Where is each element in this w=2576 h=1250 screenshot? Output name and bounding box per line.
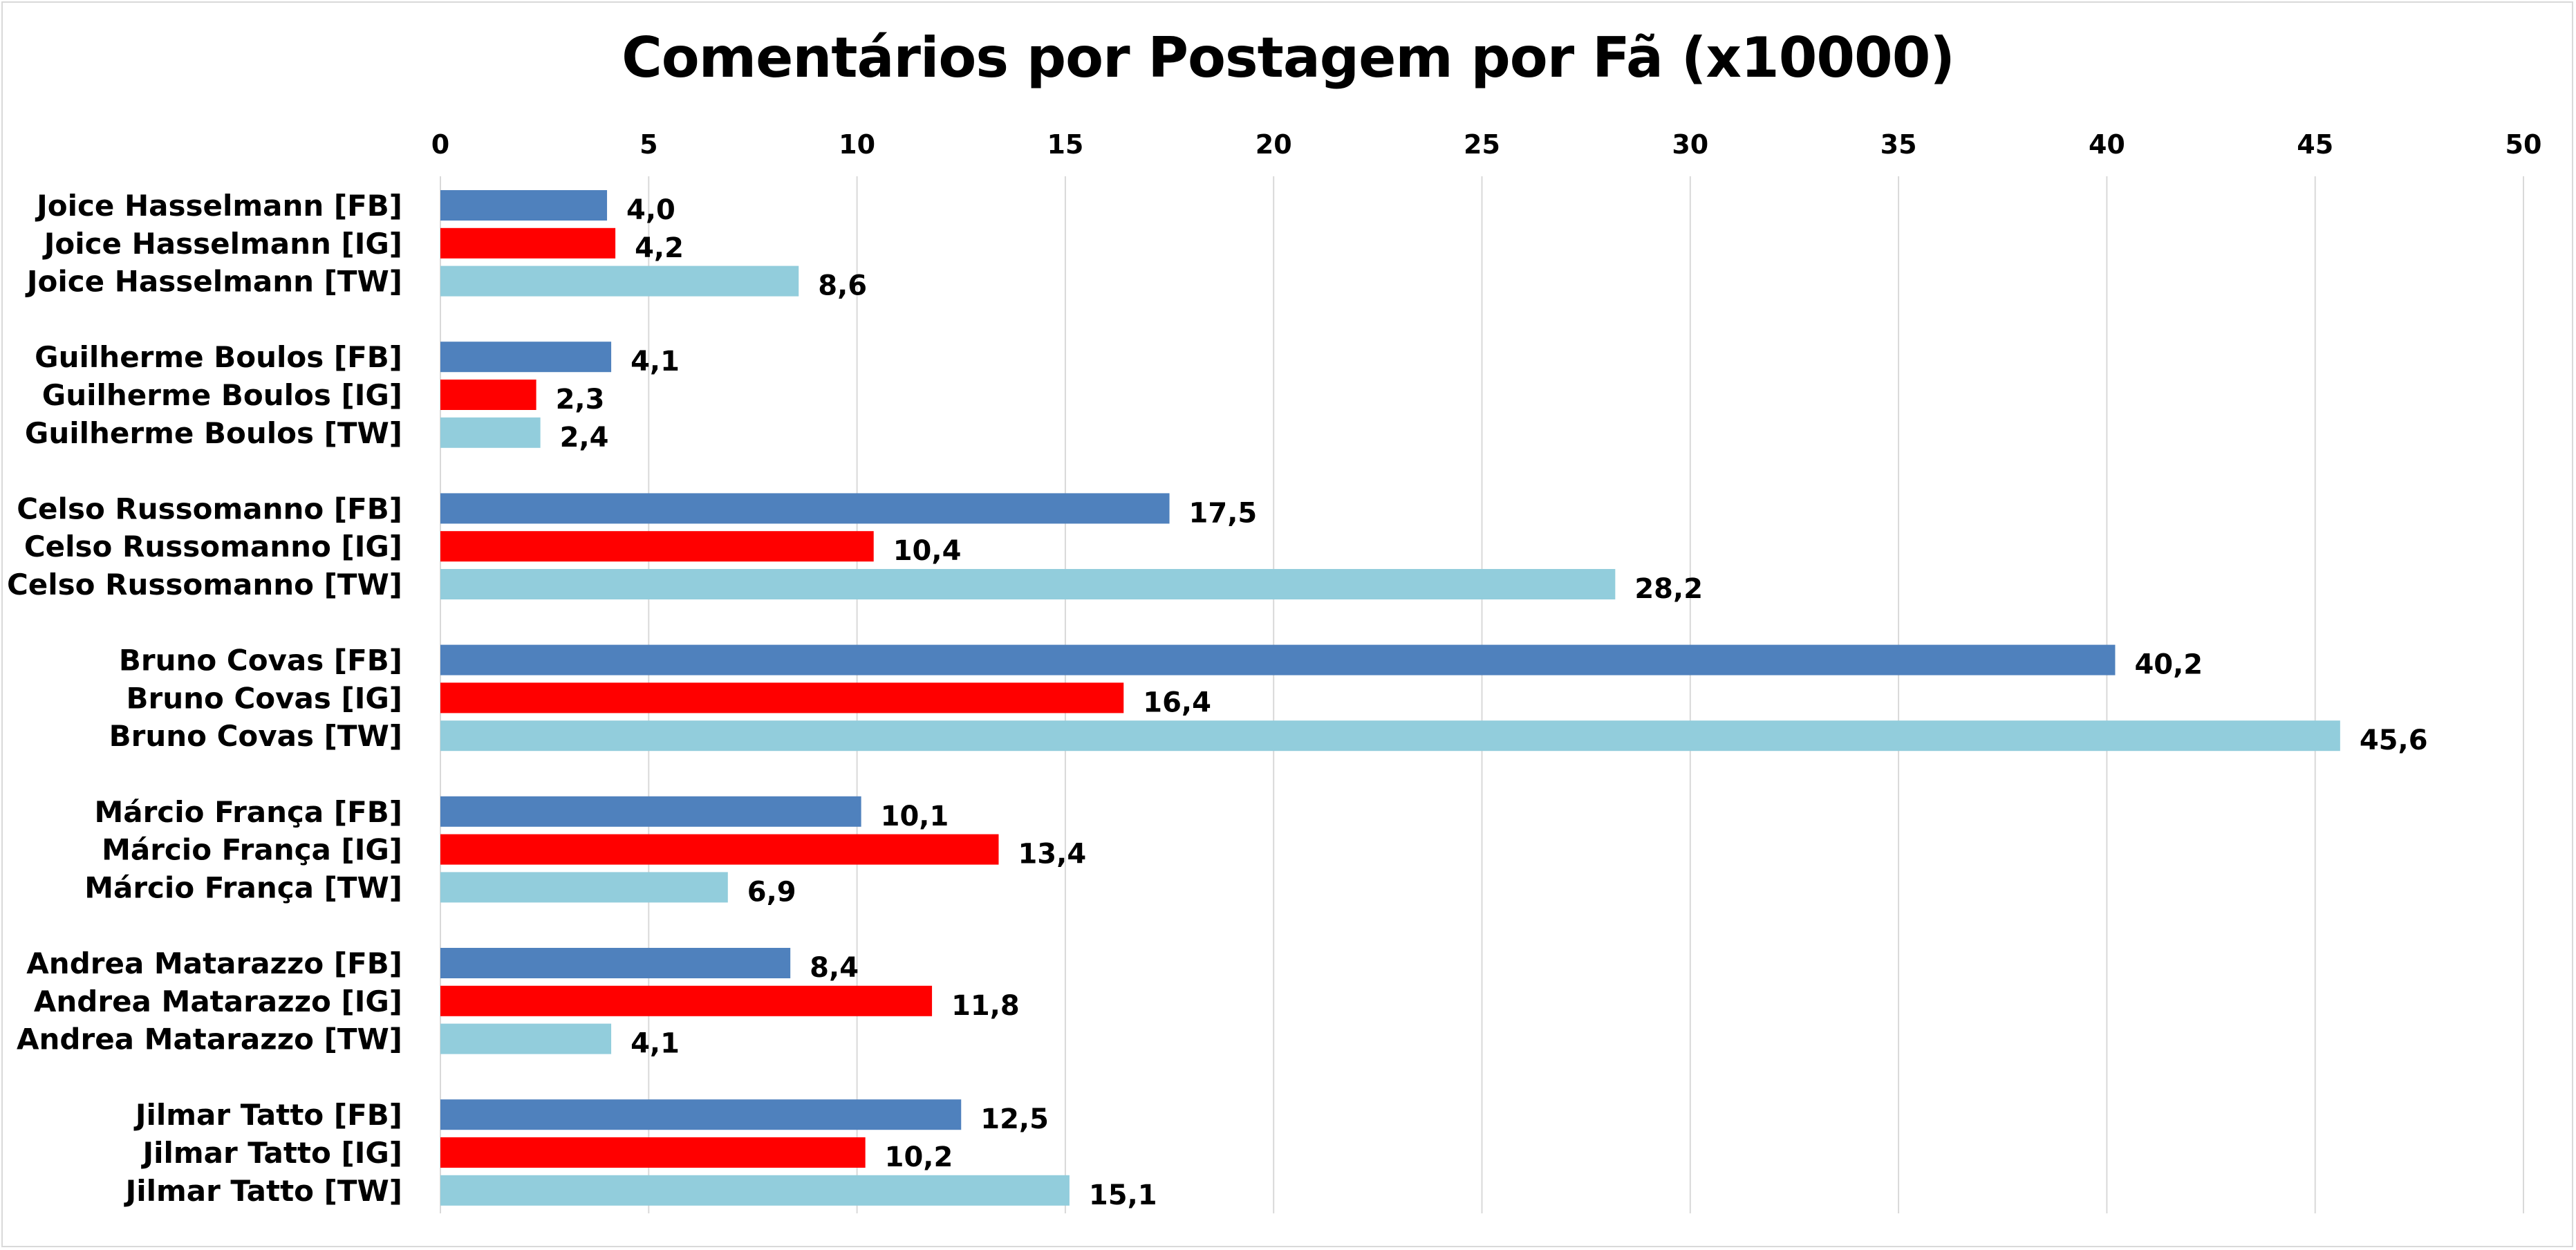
bar bbox=[440, 493, 1170, 524]
x-tick-label: 45 bbox=[2297, 129, 2333, 160]
bar bbox=[440, 872, 728, 903]
category-label: Márcio França [TW] bbox=[84, 870, 402, 904]
bar bbox=[440, 417, 541, 448]
category-label: Andrea Matarazzo [IG] bbox=[34, 985, 402, 1018]
data-label: 15,1 bbox=[1089, 1179, 1157, 1211]
bar bbox=[440, 380, 536, 410]
category-label: Andrea Matarazzo [FB] bbox=[26, 946, 402, 980]
category-label: Celso Russomanno [TW] bbox=[7, 568, 402, 601]
x-tick-label: 20 bbox=[1256, 129, 1292, 160]
chart-title: Comentários por Postagem por Fã (x10000) bbox=[622, 26, 1955, 90]
data-label: 10,4 bbox=[893, 535, 962, 567]
data-label: 4,1 bbox=[631, 346, 680, 377]
data-label: 6,9 bbox=[747, 876, 796, 908]
data-label: 2,4 bbox=[560, 422, 609, 454]
category-label: Joice Hasselmann [FB] bbox=[35, 189, 402, 223]
category-label: Jilmar Tatto [FB] bbox=[133, 1098, 402, 1132]
x-tick-label: 25 bbox=[1464, 129, 1500, 160]
x-tick-label: 5 bbox=[640, 129, 657, 160]
category-label: Andrea Matarazzo [TW] bbox=[17, 1023, 402, 1056]
data-label: 4,1 bbox=[631, 1028, 680, 1060]
data-label: 4,2 bbox=[635, 232, 684, 264]
data-label: 13,4 bbox=[1018, 839, 1086, 870]
category-label: Bruno Covas [TW] bbox=[109, 719, 402, 753]
bar bbox=[440, 948, 791, 978]
data-label: 8,4 bbox=[810, 952, 859, 984]
data-label: 10,2 bbox=[885, 1141, 953, 1173]
category-label: Jilmar Tatto [TW] bbox=[124, 1174, 402, 1208]
x-tick-label: 50 bbox=[2505, 129, 2542, 160]
data-label: 16,4 bbox=[1143, 687, 1211, 718]
bar bbox=[440, 227, 616, 259]
data-label: 8,6 bbox=[818, 270, 867, 302]
bar bbox=[440, 1099, 962, 1130]
bar bbox=[440, 1023, 612, 1054]
category-label: Joice Hasselmann [IG] bbox=[42, 227, 402, 261]
bar bbox=[440, 644, 2116, 675]
bar bbox=[440, 1175, 1070, 1206]
data-label: 4,0 bbox=[626, 194, 675, 226]
bar bbox=[440, 342, 612, 373]
data-label: 28,2 bbox=[1634, 573, 1703, 605]
category-label: Jilmar Tatto [IG] bbox=[140, 1136, 402, 1170]
category-label: Guilherme Boulos [TW] bbox=[25, 416, 402, 450]
data-label: 45,6 bbox=[2360, 725, 2428, 756]
x-tick-label: 35 bbox=[1880, 129, 1917, 160]
data-label: 2,3 bbox=[556, 384, 605, 416]
category-label: Bruno Covas [IG] bbox=[126, 681, 402, 715]
data-label: 10,1 bbox=[881, 801, 949, 832]
bar bbox=[440, 569, 1616, 599]
bar bbox=[440, 1137, 866, 1168]
data-label: 40,2 bbox=[2134, 649, 2203, 681]
category-label: Márcio França [IG] bbox=[102, 833, 402, 867]
category-label: Celso Russomanno [IG] bbox=[24, 530, 402, 563]
bar bbox=[440, 796, 861, 827]
category-label: Bruno Covas [FB] bbox=[119, 644, 402, 678]
bar bbox=[440, 834, 999, 865]
category-label: Guilherme Boulos [FB] bbox=[35, 340, 402, 374]
x-tick-label: 15 bbox=[1047, 129, 1083, 160]
data-label: 12,5 bbox=[980, 1103, 1049, 1135]
bar bbox=[440, 682, 1124, 713]
category-label: Guilherme Boulos [IG] bbox=[42, 378, 402, 412]
category-label: Joice Hasselmann [TW] bbox=[25, 265, 402, 299]
category-label: Márcio França [FB] bbox=[94, 795, 402, 829]
x-tick-label: 10 bbox=[839, 129, 875, 160]
x-tick-label: 0 bbox=[431, 129, 449, 160]
data-label: 17,5 bbox=[1189, 497, 1258, 529]
x-tick-label: 30 bbox=[1672, 129, 1708, 160]
bar bbox=[440, 265, 799, 297]
category-label: Celso Russomanno [FB] bbox=[17, 492, 402, 525]
bar bbox=[440, 531, 874, 562]
bar bbox=[440, 720, 2340, 752]
bar bbox=[440, 190, 608, 221]
x-tick-label: 40 bbox=[2089, 129, 2125, 160]
data-label: 11,8 bbox=[951, 990, 1020, 1022]
bar bbox=[440, 985, 933, 1016]
